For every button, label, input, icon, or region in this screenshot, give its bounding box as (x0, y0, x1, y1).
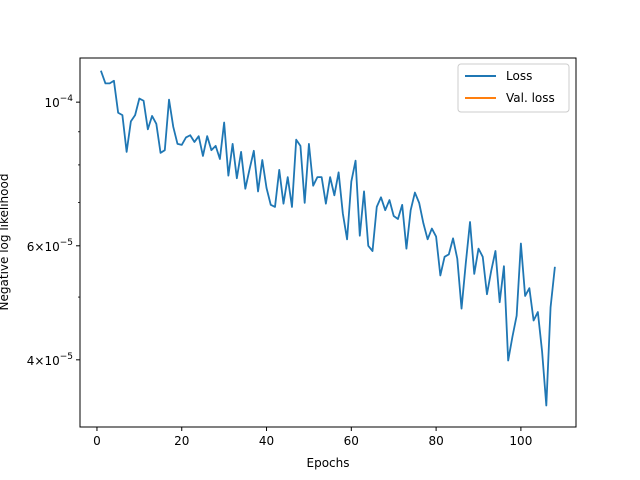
plot-frame (79, 57, 577, 428)
axis-ticks: 0 20 40 60 80 100 10−4 6×10−5 4×10−5 (27, 94, 533, 448)
series-line-loss (100, 70, 556, 407)
plot-area (80, 58, 576, 427)
x-tick-label: 80 (428, 434, 443, 448)
legend-label-val-loss: Val. loss (506, 91, 555, 105)
x-tick-label: 0 (93, 434, 101, 448)
y-axis-label: Negative log likelihood (0, 174, 11, 311)
legend: Loss Val. loss (457, 63, 570, 113)
x-axis-label: Epochs (307, 456, 350, 470)
y-tick-label: 6×10−5 (27, 238, 73, 254)
x-tick-label: 20 (174, 434, 189, 448)
series-layer (100, 70, 556, 407)
y-tick-label: 10−4 (44, 94, 73, 110)
x-tick-label: 100 (509, 434, 532, 448)
y-tick-label: 4×10−5 (27, 352, 73, 368)
x-tick-label: 40 (259, 434, 274, 448)
x-tick-label: 60 (344, 434, 359, 448)
legend-label-loss: Loss (506, 69, 532, 83)
